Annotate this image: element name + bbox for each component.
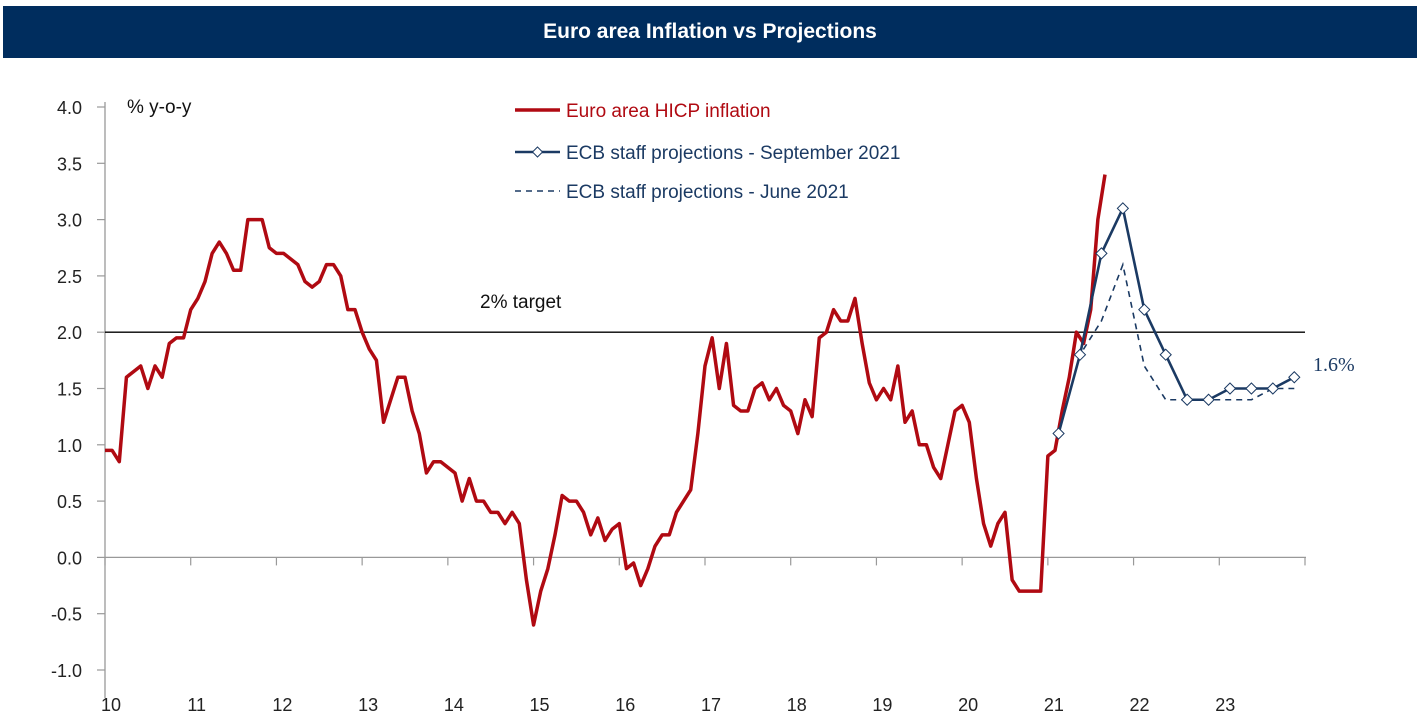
- sept-projection-marker: [1095, 247, 1108, 260]
- x-tick-label: 16: [615, 695, 635, 715]
- y-tick-label: 1.0: [57, 436, 82, 456]
- y-tick-label: 3.5: [57, 154, 82, 174]
- x-tick-label: 13: [358, 695, 378, 715]
- sept-projection-marker: [1180, 393, 1194, 406]
- y-tick-label: 0.0: [57, 548, 82, 568]
- legend: Euro area HICP inflation ECB staff proje…: [515, 101, 900, 203]
- x-tick-label: 23: [1215, 695, 1235, 715]
- x-tick-label: 14: [444, 695, 464, 715]
- y-tick-label: 4.0: [57, 98, 82, 118]
- y-tick-label: 2.0: [57, 323, 82, 343]
- sept-projection-marker: [1223, 382, 1237, 395]
- axes: -1.0 -0.5 0.0 0.5 1.0 1.5 2.0 2.5 3.0 3.5 4.0 10 11 1…: [51, 98, 1306, 715]
- y-tick-label: 2.5: [57, 267, 82, 287]
- series-hicp-line: [105, 174, 1107, 627]
- sept-projection-marker: [1116, 202, 1130, 215]
- end-annotation: 1.6%: [1313, 354, 1355, 376]
- x-tick-label: 19: [872, 695, 892, 715]
- sept-projection-marker: [1159, 348, 1172, 361]
- x-tick-label: 18: [787, 695, 807, 715]
- x-tick-label: 10: [101, 695, 121, 715]
- series-june-2021-line: [1057, 261, 1295, 434]
- y-tick-label: 1.5: [57, 380, 82, 400]
- x-tick-label: 21: [1044, 695, 1064, 715]
- x-tick-label: 17: [701, 695, 721, 715]
- y-tick-label: -1.0: [51, 661, 82, 681]
- legend-label-sept: ECB staff projections - September 2021: [566, 143, 900, 164]
- series-sept-2021-line: [1057, 204, 1295, 434]
- legend-label-hicp: Euro area HICP inflation: [566, 101, 771, 122]
- sept-projection-marker: [1266, 382, 1280, 395]
- x-tick-label: 11: [187, 695, 206, 715]
- sept-projection-marker: [1202, 393, 1215, 406]
- x-tick-label: 12: [272, 695, 292, 715]
- y-tick-label: 3.0: [57, 211, 82, 231]
- legend-label-june: ECB staff projections - June 2021: [566, 182, 849, 203]
- x-tick-label: 20: [958, 695, 978, 715]
- sept-projection-marker: [1052, 427, 1065, 440]
- sept-projection-marker: [1245, 382, 1258, 395]
- y-tick-label: 0.5: [57, 492, 82, 512]
- x-tick-label: 22: [1130, 695, 1150, 715]
- legend-marker-sept: [531, 146, 544, 158]
- y-axis-label: % y-o-y: [127, 97, 192, 118]
- y-tick-label: -0.5: [51, 605, 82, 625]
- sept-projection-marker: [1138, 303, 1151, 316]
- x-tick-label: 15: [530, 695, 550, 715]
- chart-title: Euro area Inflation vs Projections: [3, 6, 1417, 58]
- sept-projection-marker: [1073, 348, 1087, 361]
- target-label: 2% target: [480, 292, 562, 313]
- sept-projection-marker: [1288, 371, 1301, 384]
